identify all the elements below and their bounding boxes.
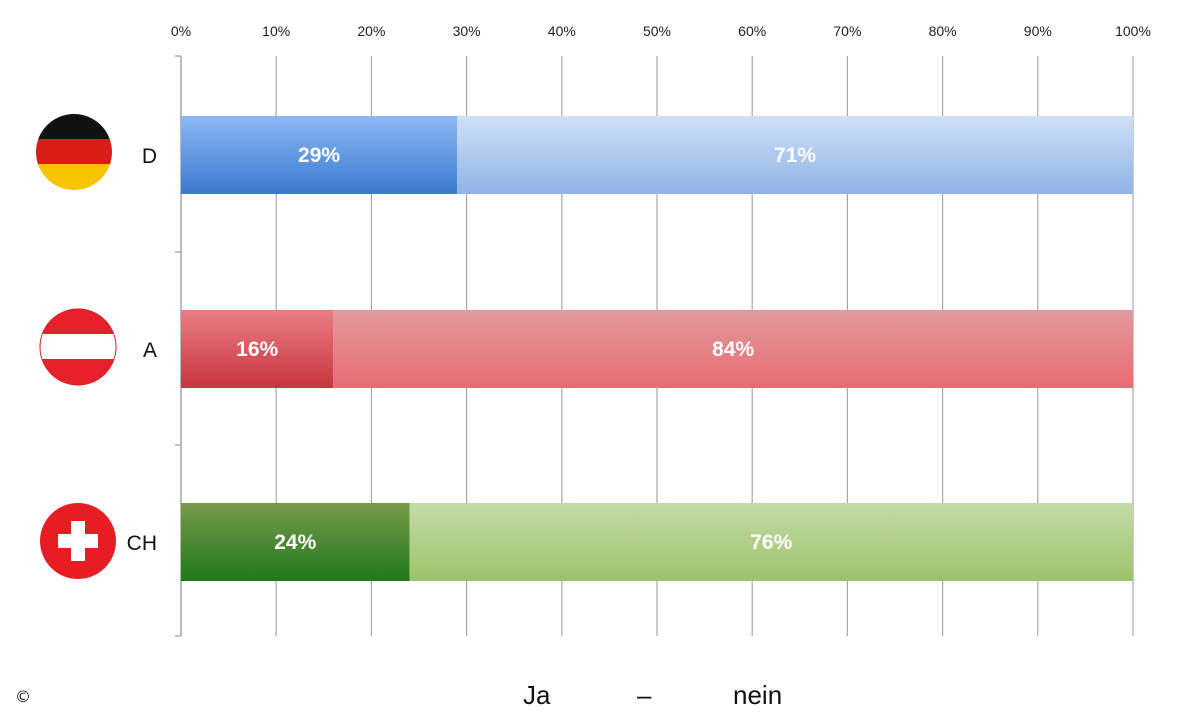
data-label: 71%: [774, 144, 816, 167]
data-label: 76%: [750, 531, 792, 554]
bar-ch-ja: [181, 503, 410, 581]
bar-a-nein: [333, 310, 1133, 388]
category-label: CH: [127, 532, 157, 555]
x-tick-label: 50%: [643, 23, 671, 39]
category-label: D: [142, 145, 157, 168]
x-tick-label: 60%: [738, 23, 766, 39]
category-label: A: [143, 339, 157, 362]
bar-ch-nein: [409, 503, 1134, 581]
germany-flag-icon: [36, 114, 112, 190]
y-axis: D A CH: [127, 145, 157, 555]
x-tick-label: 100%: [1115, 23, 1151, 39]
legend-ja: Ja: [523, 680, 551, 710]
x-tick-label: 10%: [262, 23, 290, 39]
x-tick-label: 20%: [357, 23, 385, 39]
austria-flag-icon: [39, 308, 117, 386]
data-label: 84%: [712, 338, 754, 361]
legend-nein: nein: [733, 680, 783, 710]
x-tick-label: 90%: [1024, 23, 1052, 39]
bar-d-ja: [181, 116, 458, 194]
data-label: 16%: [236, 338, 278, 361]
x-tick-label: 80%: [929, 23, 957, 39]
x-axis: 0% 10% 20% 30% 40% 50% 60% 70% 80% 90% 100%: [171, 23, 1151, 39]
x-tick-label: 0%: [171, 23, 191, 39]
bar-a-ja: [181, 310, 334, 388]
bar-d-nein: [457, 116, 1134, 194]
flags: [36, 114, 117, 579]
x-tick-label: 30%: [453, 23, 481, 39]
data-label: 29%: [298, 144, 340, 167]
legend-separator: –: [637, 680, 652, 710]
copyright-icon: ©: [15, 687, 31, 706]
data-label: 24%: [274, 531, 316, 554]
switzerland-flag-icon: [40, 503, 116, 579]
x-tick-label: 40%: [548, 23, 576, 39]
bars: 29% 71% 16% 84% 24% 76%: [181, 116, 1134, 581]
x-tick-label: 70%: [833, 23, 861, 39]
